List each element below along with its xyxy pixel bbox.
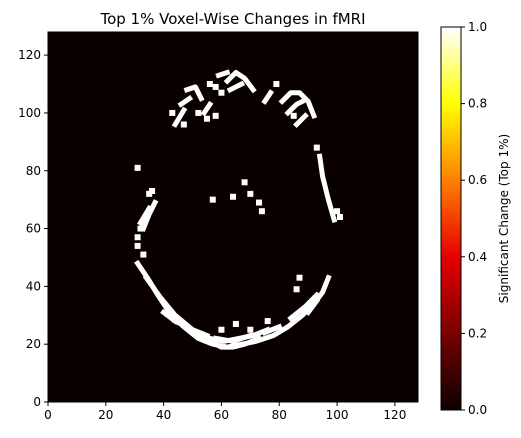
y-axis: 0 20 40 60 80 100 120 xyxy=(18,48,48,409)
mask-voxel xyxy=(256,199,263,206)
mask-voxel xyxy=(290,112,297,119)
colorbar-label: Significant Change (Top 1%) xyxy=(497,134,511,303)
colorbar-gradient xyxy=(441,27,461,410)
colorbar-frame xyxy=(440,26,462,411)
y-tick-label: 100 xyxy=(18,106,41,120)
mask-voxel xyxy=(149,187,156,194)
colorbar-ticks: 0.0 0.2 0.4 0.6 0.8 1.0 xyxy=(461,20,487,417)
mask-voxel xyxy=(209,196,216,203)
mask-voxel-run xyxy=(160,308,179,325)
mask-voxel-run xyxy=(223,70,257,94)
mask-voxel-run xyxy=(171,317,211,339)
mask-voxel-run xyxy=(177,95,194,108)
plot-area xyxy=(47,31,419,403)
mask-voxel xyxy=(134,234,141,241)
mask-voxel xyxy=(134,164,141,171)
mask-voxel-run xyxy=(137,204,153,227)
mask-voxel xyxy=(195,109,202,116)
mask-voxel xyxy=(203,115,210,122)
colorbar-tick-label: 0.4 xyxy=(468,250,487,264)
mask-voxel xyxy=(206,81,213,88)
significant-voxel-mask xyxy=(134,69,343,350)
mask-voxel xyxy=(334,208,341,215)
mask-voxel-run xyxy=(206,335,263,350)
colorbar-tick-label: 0.6 xyxy=(468,173,487,187)
mask-voxel-run xyxy=(200,100,214,117)
colorbar-tick-label: 0.0 xyxy=(468,403,487,417)
x-tick-label: 60 xyxy=(214,408,229,422)
mask-voxel xyxy=(273,81,280,88)
mask-voxel xyxy=(230,193,236,200)
mask-voxel-run xyxy=(261,89,275,105)
x-tick-label: 120 xyxy=(383,408,406,422)
y-tick-label: 40 xyxy=(26,279,41,293)
x-tick-label: 40 xyxy=(156,408,171,422)
mask-voxel-run xyxy=(278,90,318,120)
mask-voxel xyxy=(169,109,176,116)
mask-voxel-run xyxy=(293,112,309,129)
mask-voxel xyxy=(258,208,265,215)
mask-voxel-run xyxy=(261,323,283,336)
chart-title: Top 1% Voxel-Wise Changes in fMRI xyxy=(99,10,365,28)
x-tick-label: 100 xyxy=(326,408,349,422)
mask-voxel xyxy=(241,179,248,186)
mask-voxel-run xyxy=(212,332,254,344)
mask-voxel xyxy=(180,121,187,128)
plot-frame xyxy=(47,31,419,403)
mask-voxel-run xyxy=(287,291,321,322)
mask-voxel xyxy=(140,251,147,258)
mask-voxel-run xyxy=(226,80,246,94)
mask-voxel xyxy=(296,274,303,281)
mask-voxel xyxy=(212,83,219,90)
colorbar-tick-label: 0.2 xyxy=(468,326,487,340)
x-axis: 0 20 40 60 80 100 120 xyxy=(44,402,406,422)
mask-voxel xyxy=(264,318,271,325)
mask-voxel-run xyxy=(316,153,338,223)
mask-voxel xyxy=(232,320,239,327)
mask-voxel xyxy=(313,144,320,151)
mask-voxel-run xyxy=(180,323,199,340)
mask-voxel xyxy=(134,242,141,249)
mask-voxel-run xyxy=(171,106,188,128)
mask-voxel xyxy=(293,286,300,293)
y-tick-label: 120 xyxy=(18,48,41,62)
colorbar-tick-label: 0.8 xyxy=(468,97,487,111)
mask-voxel-run xyxy=(215,69,231,79)
mask-voxel xyxy=(218,326,225,333)
colorbar-tick-label: 1.0 xyxy=(468,20,487,34)
y-tick-label: 80 xyxy=(26,164,41,178)
y-tick-label: 0 xyxy=(33,395,41,409)
mask-voxel-run xyxy=(194,332,214,345)
mask-voxel-run xyxy=(304,297,321,316)
x-tick-label: 20 xyxy=(98,408,113,422)
y-tick-label: 20 xyxy=(26,337,41,351)
mask-voxel-run xyxy=(284,98,306,117)
x-tick-label: 80 xyxy=(272,408,287,422)
mask-voxel xyxy=(218,89,225,96)
mask-voxel-run xyxy=(183,84,205,102)
y-tick-label: 60 xyxy=(26,222,41,236)
mask-voxel xyxy=(137,225,144,232)
mask-voxel-run xyxy=(140,199,159,232)
mask-voxel xyxy=(336,214,343,220)
x-tick-label: 0 xyxy=(44,408,52,422)
mask-voxel xyxy=(247,326,254,333)
mask-voxel xyxy=(247,190,254,197)
mask-voxel xyxy=(212,112,219,119)
colorbar: 0.0 0.2 0.4 0.6 0.8 1.0 Significant Change (T… xyxy=(440,20,511,417)
